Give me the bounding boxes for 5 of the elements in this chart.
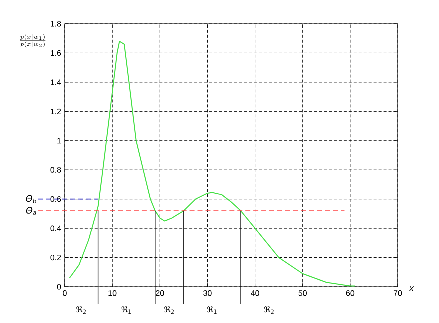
y-axis-title: $\frac{p(x|w_1)}{p(x|w_2)}$ bbox=[20, 34, 46, 48]
ref-line-label: Θ$_{b}$ bbox=[26, 195, 36, 204]
line-series bbox=[69, 41, 356, 287]
ref-line-label: Θ$_{a}$ bbox=[26, 207, 36, 215]
x-axis-title: x bbox=[409, 286, 414, 292]
